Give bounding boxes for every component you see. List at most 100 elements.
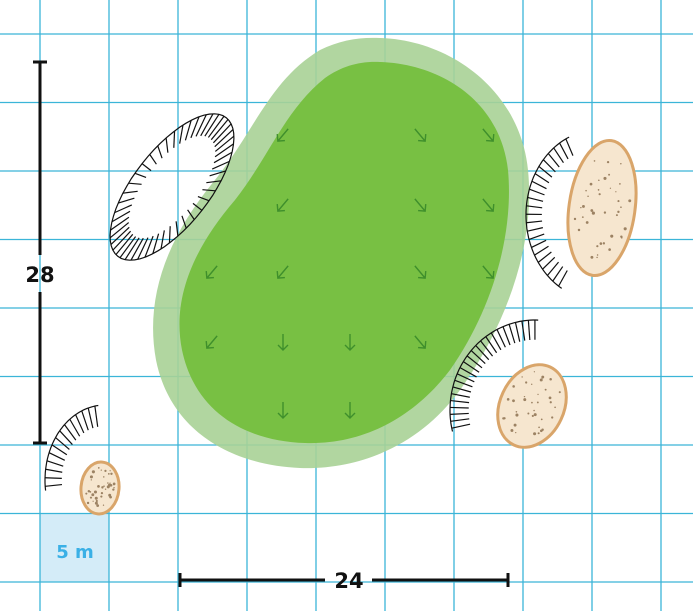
mound-tick	[204, 114, 220, 137]
sand-speck	[591, 211, 595, 215]
scale-label: 5 m	[56, 542, 94, 563]
sand-speck	[100, 491, 104, 495]
mound-tick	[475, 345, 490, 361]
slope-arrow	[276, 128, 289, 142]
mound-tick	[542, 159, 556, 173]
sand-speck	[551, 416, 554, 419]
mound-tick	[144, 235, 154, 258]
slope-arrows	[205, 128, 495, 419]
sand-speck	[525, 381, 528, 384]
mound-tick	[534, 173, 550, 184]
mound-tick	[552, 266, 564, 282]
putting-surface	[179, 61, 509, 444]
mound-tick	[168, 226, 171, 244]
sand-speck	[531, 414, 534, 418]
sand-speck	[620, 236, 623, 239]
mound-tick	[165, 137, 169, 153]
sand-speck	[512, 399, 515, 403]
mound-tick	[110, 226, 130, 245]
mound-tick	[211, 160, 230, 170]
sand-speck	[112, 488, 115, 491]
sand-speck	[100, 469, 102, 471]
sand-speck	[596, 254, 599, 256]
mound-tick	[214, 135, 235, 152]
sand-speck	[585, 189, 587, 192]
sand-speck	[109, 495, 112, 499]
sand-speck	[587, 195, 589, 198]
sand-speck	[608, 173, 611, 176]
sand-speck	[103, 485, 105, 487]
sand-speck	[558, 391, 561, 394]
mound-tick	[110, 216, 130, 231]
sand-speck	[94, 501, 98, 505]
slope-arrow	[276, 198, 289, 212]
sand-speck	[531, 383, 533, 385]
sand-speck	[91, 470, 95, 474]
sand-speck	[533, 432, 537, 436]
mound-tick	[173, 130, 176, 148]
sand-speck	[510, 428, 514, 432]
sand-speck	[597, 189, 600, 191]
mound-tick	[192, 202, 203, 211]
slope-arrow	[344, 402, 356, 419]
sand-speck	[610, 234, 614, 238]
mound-tick	[45, 483, 63, 487]
mound-tick	[450, 412, 469, 415]
mound-tick	[112, 230, 132, 251]
sand-speck	[617, 210, 620, 214]
bunkers	[79, 139, 638, 516]
sand-speck	[541, 428, 544, 431]
sand-speck	[541, 375, 545, 379]
mound-tick	[184, 120, 192, 141]
mound-edge	[44, 404, 99, 491]
sand-speck	[515, 431, 517, 434]
mound-tick	[450, 406, 469, 409]
mound-tick	[207, 115, 225, 138]
mound-tick	[46, 460, 64, 467]
mound-tick	[490, 332, 502, 351]
mound-tick	[553, 147, 564, 164]
mound-edge	[109, 113, 235, 261]
bunker	[79, 460, 121, 516]
mound-tick	[69, 418, 81, 437]
mound-tick	[538, 165, 553, 178]
sand-speck	[538, 426, 540, 429]
slope-arrow	[277, 334, 289, 351]
sand-speck	[502, 417, 505, 420]
mound-tick	[195, 114, 207, 137]
mound-tick	[175, 221, 179, 237]
mound-tick	[119, 236, 137, 259]
sand-speck	[513, 423, 517, 427]
sand-speck	[598, 179, 600, 182]
sand-speck	[620, 163, 622, 165]
mound-tick	[160, 230, 165, 250]
sand-speck	[533, 371, 535, 373]
mound-tick	[451, 393, 470, 398]
mound-tick	[128, 182, 142, 185]
mound-tick	[450, 418, 470, 422]
sand-speck	[533, 413, 537, 417]
sand-speck	[549, 401, 552, 404]
slope-arrow	[414, 335, 427, 349]
mound-tick	[190, 116, 200, 139]
sand-speck	[537, 393, 539, 396]
mound-tick	[559, 142, 569, 160]
slope-arrow	[482, 198, 495, 212]
mound-tick	[179, 124, 184, 144]
sand-speck	[87, 490, 91, 493]
slope-arrow	[414, 128, 427, 142]
slope-arrow	[277, 402, 289, 419]
mound-tick	[565, 138, 574, 156]
mound-tick	[213, 151, 233, 164]
sand-speck	[104, 469, 107, 473]
sand-speck	[112, 482, 116, 486]
sand-speck	[603, 176, 607, 180]
slope-arrow	[482, 128, 495, 142]
sand-speck	[110, 472, 113, 475]
slope-arrow	[205, 265, 218, 279]
sand-speck	[603, 211, 607, 214]
sand-speck	[512, 385, 515, 388]
sand-speck	[527, 412, 530, 415]
mounds	[44, 113, 574, 491]
mound-tick	[542, 256, 556, 270]
